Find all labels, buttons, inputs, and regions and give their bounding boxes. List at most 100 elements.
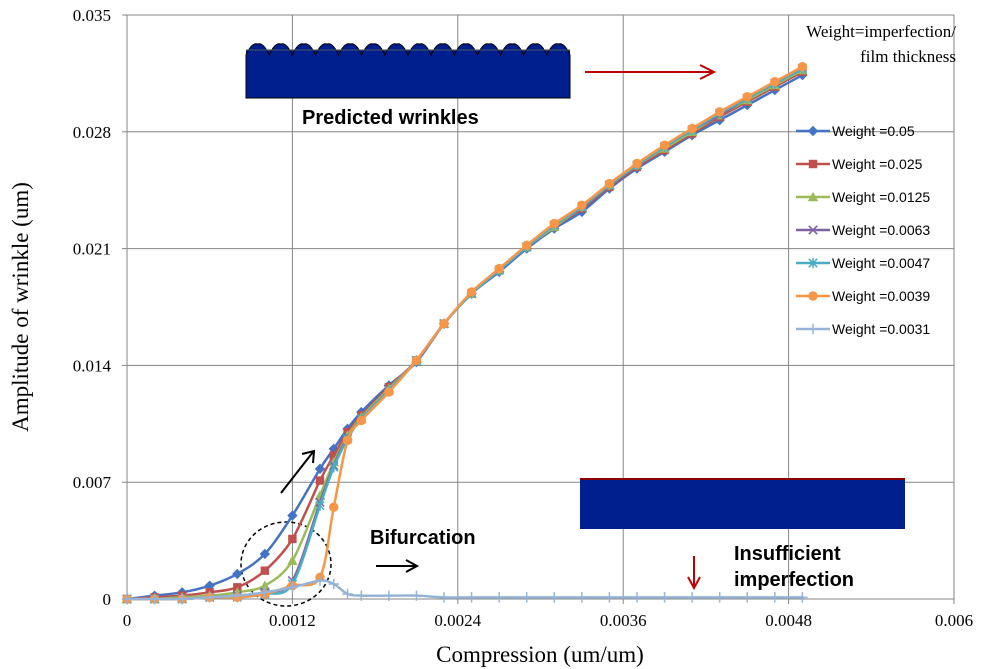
flat-film-block [580,478,905,529]
data-point [287,582,298,593]
x-tick-label: 0 [123,611,132,630]
data-point [149,593,160,605]
y-tick-label: 0.014 [73,356,112,375]
data-point [259,548,271,560]
data-point [714,592,725,603]
legend-label: Weight =0.025 [832,156,923,172]
y-tick-label: 0.007 [73,473,112,492]
annotation-insufficient-line-2: imperfection [734,569,854,591]
legend-label: Weight =0.0031 [832,321,930,337]
x-axis-label: Compression (um/um) [436,642,644,667]
data-point [342,435,353,446]
y-tick-label: 0.035 [73,6,111,25]
series-6 [121,575,808,605]
legend-marker [807,323,819,335]
data-point [314,463,326,475]
data-point [576,592,588,603]
y-tick-labels: 0 0.007 0.014 0.021 0.028 0.035 [73,6,112,609]
data-point [770,77,780,87]
data-point [714,107,725,117]
data-point [797,62,808,72]
data-point [356,415,367,426]
data-point [549,592,560,603]
data-point [342,588,353,600]
x-tick-label: 0.0048 [765,611,812,630]
x-tick-labels: 0 0.0012 0.0024 0.0036 0.0048 0.006 [123,611,973,630]
data-point [232,568,243,580]
legend-label: Weight =0.0047 [832,255,930,271]
data-point [259,580,271,590]
flat-film-inset [580,478,905,529]
data-point [260,566,270,575]
data-point [493,592,505,603]
y-tick-label: 0.021 [73,240,111,259]
data-point [686,592,698,603]
legend-label: Weight =0.0039 [832,288,930,304]
legend-item: Weight =0.0125 [796,189,930,205]
legend-label: Weight =0.0063 [832,222,930,238]
legend-item: Weight =0.0031 [796,321,930,337]
legend-item: Weight =0.0063 [796,222,930,238]
y-axis-label: Amplitude of wrinkle (um) [8,182,33,432]
data-point [204,592,215,603]
data-point [411,590,422,601]
data-point [577,200,587,210]
data-point [315,500,325,511]
x-tick-label: 0.0012 [269,611,316,630]
annotation-insufficient-line-1: Insufficient [734,543,841,565]
data-point [315,476,325,485]
data-point [494,263,504,274]
legend-marker [807,191,819,202]
legend-item: Weight =0.025 [796,156,923,172]
data-point [659,592,670,603]
data-point [314,575,326,586]
data-point [466,592,477,603]
data-point [659,140,670,150]
data-point [631,592,643,603]
legend-item: Weight =0.0047 [796,255,930,271]
data-point [632,158,642,169]
predicted-wrinkles-inset [245,43,571,99]
data-point [769,592,781,603]
data-point [797,592,808,603]
red-arrow-down [687,556,701,591]
data-point [287,510,298,521]
black-arrow-right [376,559,420,573]
y-tick-label: 0.028 [73,123,111,142]
data-point [328,578,339,590]
data-point [439,318,449,329]
x-tick-label: 0.0024 [434,611,481,630]
x-tick-label: 0.0036 [600,611,647,630]
series-layer [121,62,808,605]
data-point [204,580,215,591]
data-point [411,355,422,366]
data-point [384,387,394,397]
data-point [383,590,395,601]
annotation-bifurcation: Bifurcation [370,527,476,549]
annotation-predicted-wrinkles: Predicted wrinkles [302,107,479,129]
data-point [549,218,559,229]
legend-title-line-2: film thickness [860,47,956,66]
legend-marker [808,291,818,301]
legend-label: Weight =0.05 [832,123,915,139]
y-tick-label: 0 [103,590,112,609]
data-point [466,287,477,297]
legend-marker [808,225,818,235]
bifurcation-circle [240,521,332,607]
legend-marker [807,125,819,137]
black-arrow-up-right [280,449,316,494]
legend-marker [808,159,818,169]
legend-marker [808,257,818,269]
data-point [121,593,133,605]
data-point [287,555,298,565]
data-point [329,502,339,512]
legend-label: Weight =0.0125 [832,189,930,205]
red-arrow-right [585,64,717,80]
data-point [604,178,615,189]
data-point [329,461,339,473]
legend-item: Weight =0.05 [796,123,915,139]
data-point [176,593,188,605]
wrinkled-film-surface [245,43,571,99]
